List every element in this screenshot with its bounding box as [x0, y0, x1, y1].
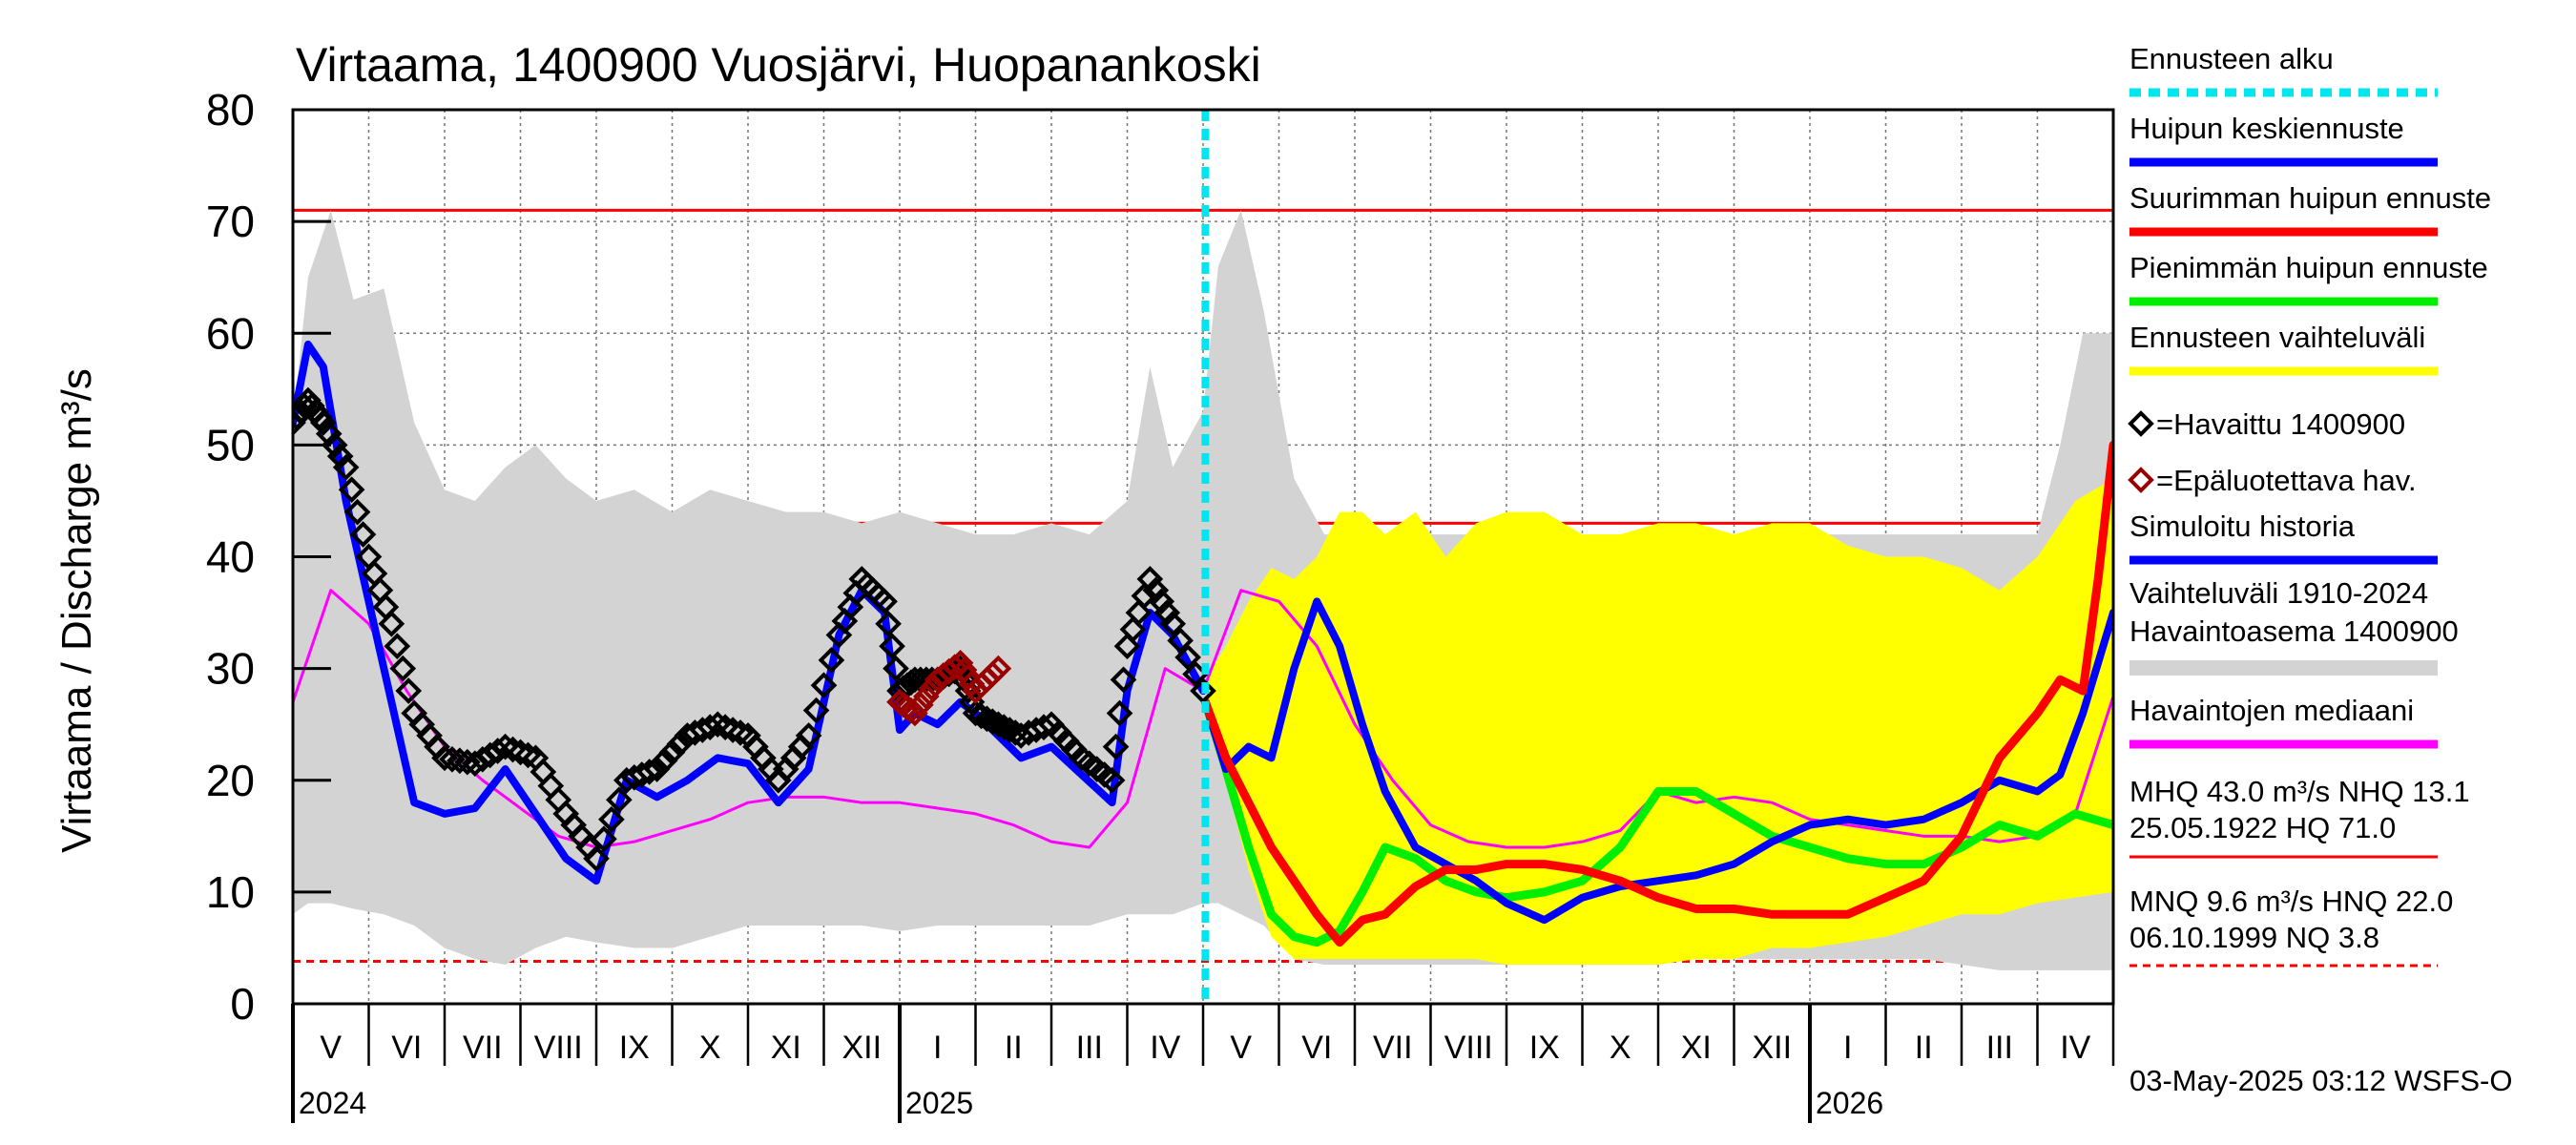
y-tick-label: 40	[206, 532, 255, 582]
statistics-block: MHQ 43.0 m³/s NHQ 13.1 25.05.1922 HQ 71.…	[2129, 775, 2470, 968]
stat-line-3: MNQ 9.6 m³/s HNQ 22.0	[2129, 885, 2453, 918]
y-tick-label: 10	[206, 867, 255, 917]
legend-item: =Epäluotettava hav.	[2129, 464, 2417, 497]
legend-label: =Epäluotettava hav.	[2156, 464, 2417, 497]
footer-timestamp: 03-May-2025 03:12 WSFS-O	[2129, 1064, 2512, 1097]
legend-item: Vaihteluväli 1910-2024 Havaintoasema 140…	[2129, 576, 2459, 676]
month-label: I	[1843, 1030, 1852, 1066]
month-label: V	[320, 1030, 342, 1066]
legend-item: Ennusteen vaihteluväli	[2129, 321, 2438, 376]
legend-item: Ennusteen alku	[2129, 42, 2438, 97]
stat-line-2: 25.05.1922 HQ 71.0	[2129, 811, 2396, 844]
x-axis: V VI VII VIII IX X XI XII I II III IV V VI VII VIII IX X X…	[291, 1004, 2115, 1123]
month-label: X	[1610, 1030, 1631, 1066]
legend-label: Simuloitu historia	[2129, 510, 2356, 543]
month-label: VI	[1301, 1030, 1332, 1066]
legend-item: Simuloitu historia	[2129, 510, 2438, 565]
y-tick-label: 70	[206, 197, 255, 246]
chart-title: Virtaama, 1400900 Vuosjärvi, Huopanankos…	[296, 38, 1261, 92]
month-label: IX	[619, 1030, 650, 1066]
month-label: II	[1915, 1030, 1933, 1066]
legend-label: Ennusteen alku	[2129, 42, 2334, 75]
series-suurimman-huipun-ennuste	[1200, 440, 2113, 947]
month-label: XI	[771, 1030, 801, 1066]
y-axis: 0 10 20 30 40 50 60 70 80	[206, 85, 331, 1029]
legend-label: Huipun keskiennuste	[2129, 112, 2404, 145]
month-label: XII	[1752, 1030, 1792, 1066]
month-label: VIII	[1444, 1030, 1493, 1066]
legend-label: =Havaittu 1400900	[2156, 407, 2405, 441]
month-label: I	[933, 1030, 942, 1066]
month-label: III	[1986, 1030, 2013, 1066]
series-huipun-keskiennuste	[1201, 597, 2113, 925]
legend-item: =Havaittu 1400900	[2129, 407, 2405, 441]
month-label: V	[1230, 1030, 1252, 1066]
forecast-range-band	[1205, 478, 2113, 966]
year-label: 2025	[905, 1086, 973, 1120]
year-label: 2026	[1816, 1086, 1883, 1120]
month-label: IV	[2060, 1030, 2090, 1066]
month-label: III	[1076, 1030, 1103, 1066]
legend-label: Ennusteen vaihteluväli	[2129, 321, 2425, 354]
legend-label: Havaintojen mediaani	[2129, 694, 2414, 727]
stat-line-4: 06.10.1999 NQ 3.8	[2129, 921, 2379, 954]
legend-item: Havaintojen mediaani	[2129, 694, 2438, 749]
legend: Ennusteen alku Huipun keskiennuste Suurimm…	[2129, 42, 2491, 749]
y-tick-label: 0	[230, 979, 255, 1029]
legend-item: Pienimmän huipun ennuste	[2129, 251, 2488, 306]
month-label: XII	[841, 1030, 882, 1066]
month-label: VIII	[534, 1030, 583, 1066]
legend-label: Suurimman huipun ennuste	[2129, 181, 2491, 215]
y-tick-label: 80	[206, 85, 255, 135]
y-tick-label: 60	[206, 308, 255, 358]
month-label: VII	[463, 1030, 503, 1066]
month-label: X	[699, 1030, 721, 1066]
y-tick-label: 30	[206, 644, 255, 694]
month-label: IV	[1150, 1030, 1180, 1066]
month-label: XI	[1681, 1030, 1712, 1066]
legend-item: Huipun keskiennuste	[2129, 112, 2438, 167]
month-label: VII	[1373, 1030, 1413, 1066]
legend-label: Pienimmän huipun ennuste	[2129, 251, 2488, 284]
series-simuloitu-historia	[293, 340, 1207, 885]
y-tick-label: 20	[206, 756, 255, 805]
year-label: 2024	[299, 1086, 366, 1120]
month-label: II	[1005, 1030, 1023, 1066]
legend-label: Vaihteluväli 1910-2024	[2129, 576, 2428, 610]
month-label: VI	[391, 1030, 422, 1066]
stat-line-1: MHQ 43.0 m³/s NHQ 13.1	[2129, 775, 2470, 808]
legend-item: Suurimman huipun ennuste	[2129, 181, 2491, 237]
legend-label-2: Havaintoasema 1400900	[2129, 614, 2459, 648]
y-axis-label: Virtaama / Discharge m³/s	[53, 368, 100, 853]
month-label: IX	[1529, 1030, 1560, 1066]
series-pienimm-n-huipun-ennuste	[1200, 697, 2113, 947]
y-tick-label: 50	[206, 420, 255, 469]
